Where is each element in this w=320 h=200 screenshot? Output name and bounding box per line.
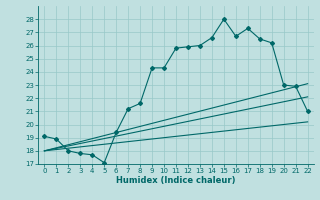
X-axis label: Humidex (Indice chaleur): Humidex (Indice chaleur): [116, 176, 236, 185]
